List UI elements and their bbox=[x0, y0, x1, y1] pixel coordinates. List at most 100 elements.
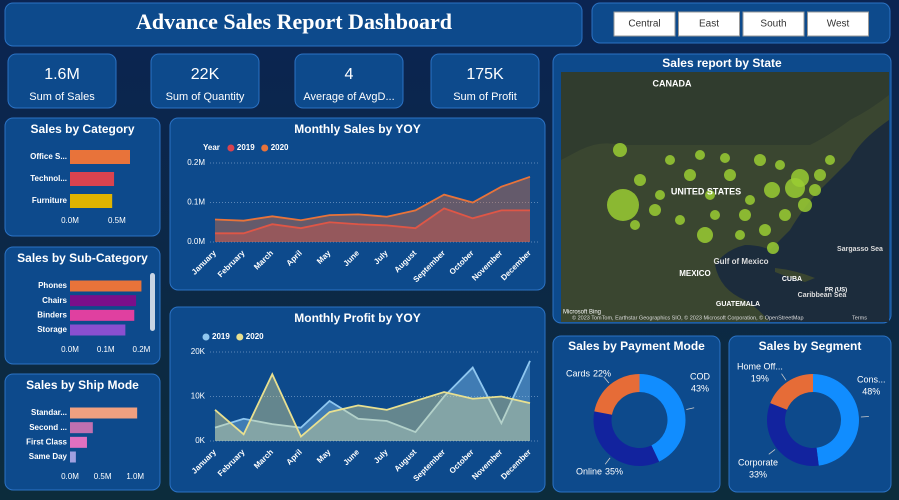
category-label: Same Day bbox=[29, 452, 68, 461]
map-label: CANADA bbox=[653, 78, 692, 88]
map-bubble bbox=[655, 190, 665, 200]
bar bbox=[70, 451, 76, 463]
slice-label: 19% bbox=[751, 373, 769, 383]
category-label: Binders bbox=[37, 310, 67, 319]
x-tick-label: 0.5M bbox=[94, 472, 112, 481]
kpi-label: Sum of Quantity bbox=[166, 91, 245, 103]
legend-label: 2020 bbox=[246, 332, 264, 341]
panel bbox=[7, 53, 117, 109]
donut-slice bbox=[766, 403, 819, 466]
chart-title: Sales by Payment Mode bbox=[568, 339, 705, 353]
category-label: Furniture bbox=[32, 196, 68, 205]
y-tick-label: 0.0M bbox=[187, 237, 205, 246]
category-label: Second ... bbox=[29, 423, 67, 432]
donut-slice bbox=[813, 374, 859, 466]
slice-category: Cons... bbox=[857, 374, 886, 384]
map-bubble bbox=[684, 169, 696, 181]
map-bubble bbox=[814, 169, 826, 181]
slice-category: Home Off... bbox=[737, 361, 783, 371]
slice-label: 35% bbox=[605, 466, 623, 476]
leader-line bbox=[768, 449, 776, 455]
dashboard-title: Advance Sales Report Dashboard bbox=[136, 9, 452, 34]
x-tick-label: 0.2M bbox=[133, 345, 151, 354]
y-tick-label: 0.1M bbox=[187, 198, 205, 207]
slicer-button[interactable] bbox=[678, 11, 740, 37]
slicer-button[interactable] bbox=[807, 11, 869, 37]
map-label: UNITED STATES bbox=[671, 186, 741, 196]
chart-title: Monthly Profit by YOY bbox=[294, 311, 420, 325]
map-bubble bbox=[767, 242, 779, 254]
slice-label: 22% bbox=[593, 368, 611, 378]
map-bubble bbox=[649, 204, 661, 216]
slicer-label[interactable]: East bbox=[699, 19, 719, 30]
kpi-value: 22K bbox=[191, 66, 220, 83]
leader-line bbox=[604, 457, 611, 465]
bar bbox=[70, 407, 138, 419]
map-land bbox=[561, 72, 889, 160]
slicer-label[interactable]: Central bbox=[628, 19, 660, 30]
map-island bbox=[775, 268, 815, 282]
chart-title: Sales by Segment bbox=[759, 339, 862, 353]
donut-slice bbox=[770, 374, 813, 410]
leader-line bbox=[781, 373, 787, 381]
legend-marker bbox=[236, 333, 244, 341]
bar bbox=[70, 422, 93, 434]
panel bbox=[430, 53, 540, 109]
slicer-button[interactable] bbox=[613, 11, 676, 37]
y-tick-label: 20K bbox=[191, 347, 206, 356]
map-bubble bbox=[791, 169, 809, 187]
series-area bbox=[215, 176, 530, 242]
map-bubble bbox=[754, 154, 766, 166]
map-bubble bbox=[720, 153, 730, 163]
map-bubble bbox=[613, 143, 627, 157]
map-bubble bbox=[675, 215, 685, 225]
map-bubble bbox=[630, 220, 640, 230]
category-label: Office S... bbox=[30, 152, 67, 161]
x-tick-label: 0.0M bbox=[61, 472, 79, 481]
chart-title: Sales by Ship Mode bbox=[26, 378, 139, 392]
panel bbox=[728, 335, 892, 493]
map-bubble bbox=[739, 209, 751, 221]
panel bbox=[4, 2, 583, 47]
map-bubble bbox=[695, 150, 705, 160]
category-label: Chairs bbox=[42, 296, 67, 305]
category-label: Standar... bbox=[31, 408, 67, 417]
map-bubble bbox=[825, 155, 835, 165]
x-tick-label: 0.5M bbox=[108, 216, 126, 225]
x-tick-label: 0.1M bbox=[97, 345, 115, 354]
leader-line bbox=[860, 416, 869, 418]
y-tick-label: 0K bbox=[195, 436, 205, 445]
map-bubble bbox=[779, 209, 791, 221]
slicer-label[interactable]: South bbox=[760, 19, 786, 30]
panel bbox=[150, 53, 260, 109]
map-bubble bbox=[665, 155, 675, 165]
series-line bbox=[214, 175, 531, 222]
chart-title: Sales by Sub-Category bbox=[17, 251, 148, 265]
slice-category: Online bbox=[576, 466, 602, 476]
category-label: Storage bbox=[37, 325, 67, 334]
kpi-value: 1.6M bbox=[44, 66, 80, 83]
map-bubble bbox=[735, 230, 745, 240]
map-bubble bbox=[745, 195, 755, 205]
map-bubble bbox=[764, 182, 780, 198]
leader-line bbox=[686, 407, 695, 410]
map-bubble bbox=[809, 184, 821, 196]
panel bbox=[294, 53, 404, 109]
kpi-label: Sum of Sales bbox=[29, 91, 95, 103]
scrollbar bbox=[150, 273, 155, 331]
series-line bbox=[215, 207, 530, 235]
map-bubble bbox=[705, 190, 715, 200]
bar bbox=[70, 309, 135, 321]
series-line bbox=[214, 372, 531, 439]
slice-category: Corporate bbox=[738, 457, 778, 467]
bar bbox=[70, 324, 126, 336]
slicer-button[interactable] bbox=[742, 11, 805, 37]
slice-category: COD bbox=[690, 371, 711, 381]
kpi-label: Average of AvgD... bbox=[303, 91, 394, 103]
category-label: First Class bbox=[26, 437, 67, 446]
slicer-label[interactable]: West bbox=[827, 19, 850, 30]
map-bubble bbox=[607, 189, 639, 221]
map-bubble bbox=[724, 169, 736, 181]
map-attribution: © 2023 TomTom, Earthstar Geographics SIO… bbox=[572, 314, 804, 321]
